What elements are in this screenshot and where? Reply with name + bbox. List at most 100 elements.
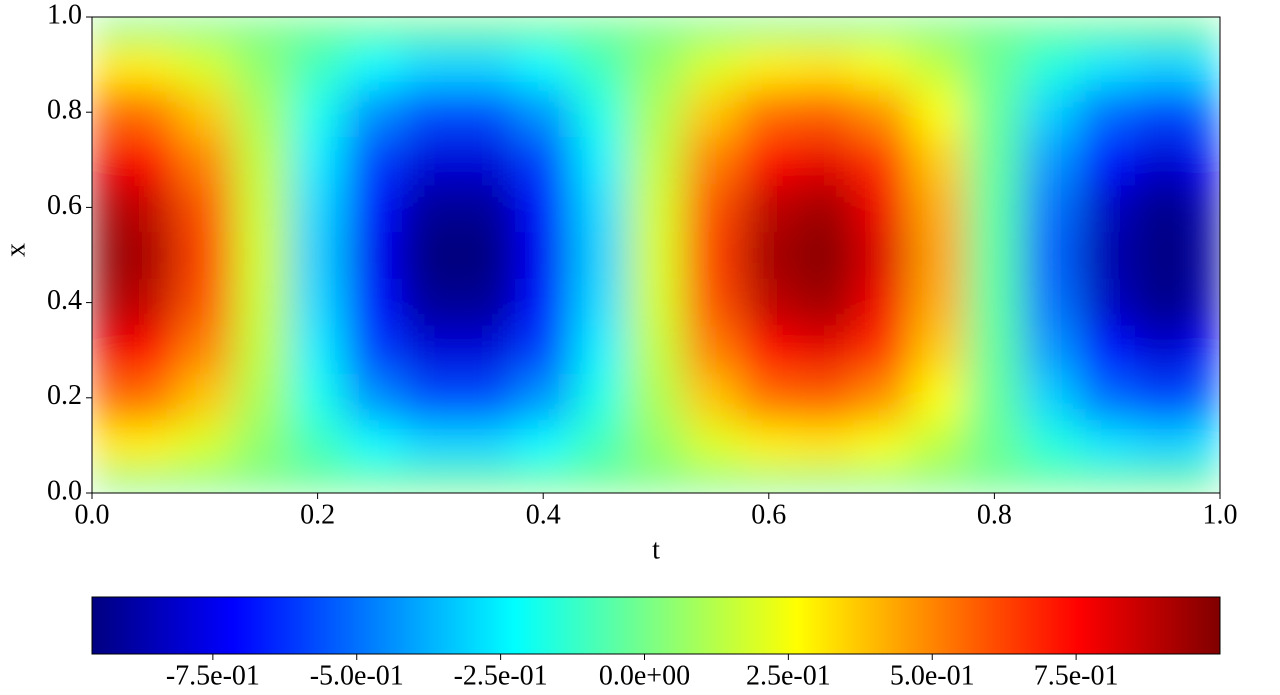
heat-cell bbox=[627, 374, 685, 423]
heat-cell bbox=[909, 469, 967, 493]
y-axis-label: x bbox=[0, 243, 31, 257]
heat-cell bbox=[627, 183, 685, 232]
heat-cell bbox=[458, 469, 516, 493]
heat-cell bbox=[176, 183, 234, 232]
heat-cell bbox=[740, 40, 798, 89]
heat-cell bbox=[909, 17, 967, 42]
heat-cell bbox=[233, 421, 290, 470]
heat-cell bbox=[120, 231, 178, 280]
heat-cell bbox=[233, 88, 290, 137]
heat-cell bbox=[1022, 88, 1080, 137]
heat-cell bbox=[684, 374, 742, 423]
heat-cell bbox=[120, 88, 178, 137]
heat-cell bbox=[853, 17, 911, 42]
heat-cell bbox=[1135, 231, 1193, 280]
heat-cell bbox=[797, 17, 854, 42]
heat-cell bbox=[515, 469, 572, 493]
heat-cell bbox=[345, 40, 403, 89]
heat-cell bbox=[233, 278, 290, 327]
x-tick-label: 0.8 bbox=[977, 499, 1012, 530]
heat-cell bbox=[92, 374, 121, 423]
heat-cell bbox=[345, 278, 403, 327]
heat-cell bbox=[909, 278, 967, 327]
heat-cell bbox=[1079, 136, 1136, 185]
heat-cell bbox=[120, 421, 178, 470]
heat-cell bbox=[740, 374, 798, 423]
heat-cell bbox=[233, 183, 290, 232]
heat-cell bbox=[515, 17, 572, 42]
heat-cell bbox=[740, 183, 798, 232]
heat-cell bbox=[966, 374, 1024, 423]
heat-cell bbox=[966, 421, 1024, 470]
heat-cell bbox=[1191, 88, 1220, 137]
heat-cell bbox=[1191, 326, 1220, 375]
heat-cell bbox=[1135, 469, 1193, 493]
heat-cell bbox=[289, 88, 347, 137]
heat-cell bbox=[684, 421, 742, 470]
heat-cell bbox=[402, 17, 460, 42]
heat-cell bbox=[909, 136, 967, 185]
heat-cell bbox=[571, 88, 629, 137]
heat-cell bbox=[289, 278, 347, 327]
heat-cell bbox=[1079, 17, 1136, 42]
plot-frame bbox=[91, 16, 1221, 494]
heat-cell bbox=[289, 40, 347, 89]
heat-cell bbox=[966, 278, 1024, 327]
heat-cell bbox=[289, 326, 347, 375]
heat-cell bbox=[120, 278, 178, 327]
heat-cell bbox=[571, 231, 629, 280]
heat-cell bbox=[458, 374, 516, 423]
heat-cell bbox=[289, 183, 347, 232]
heat-cell bbox=[458, 278, 516, 327]
heat-cell bbox=[233, 231, 290, 280]
heat-cell bbox=[120, 40, 178, 89]
heat-cell bbox=[1022, 40, 1080, 89]
x-axis-label: t bbox=[652, 534, 660, 565]
heat-cell bbox=[233, 326, 290, 375]
heat-cell bbox=[515, 231, 572, 280]
colorbar-tick-label: -7.5e-01 bbox=[166, 660, 260, 691]
heat-cell bbox=[1022, 326, 1080, 375]
heat-cell bbox=[571, 17, 629, 42]
heat-cell bbox=[571, 421, 629, 470]
heat-cell bbox=[176, 88, 234, 137]
heat-cell bbox=[966, 17, 1024, 42]
heat-cell bbox=[345, 183, 403, 232]
heat-cell bbox=[571, 326, 629, 375]
heat-cell bbox=[92, 17, 121, 42]
heat-cell bbox=[92, 278, 121, 327]
heat-cell bbox=[120, 374, 178, 423]
heat-cell bbox=[853, 183, 911, 232]
heat-cell bbox=[1022, 374, 1080, 423]
heat-cell bbox=[797, 326, 854, 375]
heat-cell bbox=[345, 421, 403, 470]
heat-cell bbox=[402, 278, 460, 327]
heat-cell bbox=[120, 17, 178, 42]
heat-cell bbox=[1135, 278, 1193, 327]
heat-cell bbox=[627, 231, 685, 280]
heat-cell bbox=[966, 183, 1024, 232]
heat-cell bbox=[853, 136, 911, 185]
heat-cell bbox=[176, 231, 234, 280]
heat-cell bbox=[909, 40, 967, 89]
heat-cell bbox=[1079, 374, 1136, 423]
heat-cell bbox=[740, 469, 798, 493]
heat-cell bbox=[1022, 136, 1080, 185]
heat-cell bbox=[1191, 231, 1220, 280]
heat-cell bbox=[176, 136, 234, 185]
x-tick-label: 0.6 bbox=[751, 499, 786, 530]
heat-cell bbox=[571, 183, 629, 232]
heat-cell bbox=[1191, 469, 1220, 493]
heat-cell bbox=[289, 374, 347, 423]
heat-cell bbox=[458, 136, 516, 185]
colorbar-tick-label: 7.5e-01 bbox=[1034, 660, 1119, 691]
heat-cell bbox=[289, 469, 347, 493]
heat-cell bbox=[458, 231, 516, 280]
heat-cell bbox=[797, 88, 854, 137]
heat-cell bbox=[740, 278, 798, 327]
heat-cell bbox=[1022, 183, 1080, 232]
heat-cell bbox=[1079, 469, 1136, 493]
heat-cell bbox=[1022, 421, 1080, 470]
heat-cell bbox=[1191, 40, 1220, 89]
